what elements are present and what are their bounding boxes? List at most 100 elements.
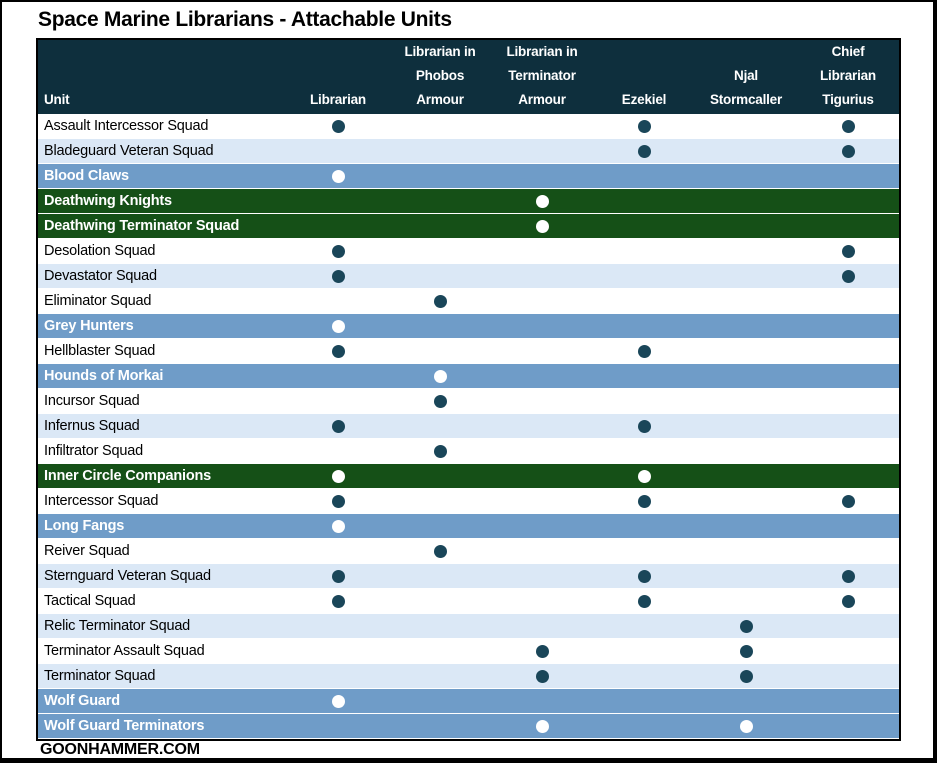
unit-name: Relic Terminator Squad xyxy=(44,618,191,634)
attach-dot xyxy=(535,194,549,208)
attach-cell-phobos xyxy=(389,589,491,613)
attach-cell-librarian xyxy=(287,564,389,588)
attach-cell-librarian xyxy=(287,114,389,138)
table-row: Sternguard Veteran Squad xyxy=(38,564,899,589)
attach-cell-librarian xyxy=(287,239,389,263)
column-header-text: Unit xyxy=(44,92,70,107)
attach-cell-librarian xyxy=(287,514,389,538)
attach-cell-phobos xyxy=(389,714,491,738)
attach-cell-tigurius xyxy=(797,364,899,388)
attach-cell-tigurius xyxy=(797,564,899,588)
attach-dot xyxy=(739,644,753,658)
attach-cell-librarian xyxy=(287,439,389,463)
attach-dot xyxy=(331,244,345,258)
attach-cell-terminator xyxy=(491,214,593,238)
column-header-text: Chief xyxy=(831,44,865,59)
attach-cell-tigurius xyxy=(797,114,899,138)
attach-cell-njal xyxy=(695,164,797,188)
attach-dot xyxy=(535,669,549,683)
attach-cell-njal xyxy=(695,539,797,563)
unit-name: Assault Intercessor Squad xyxy=(44,118,209,134)
attach-cell-njal xyxy=(695,189,797,213)
attach-cell-terminator xyxy=(491,714,593,738)
attach-cell-tigurius xyxy=(797,214,899,238)
attach-cell-librarian xyxy=(287,164,389,188)
attach-cell-njal xyxy=(695,489,797,513)
attach-cell-tigurius xyxy=(797,639,899,663)
attach-cell-ezekiel xyxy=(593,664,695,688)
table-row: Terminator Squad xyxy=(38,664,899,689)
unit-name: Long Fangs xyxy=(44,518,125,534)
attach-cell-phobos xyxy=(389,514,491,538)
table-row: Devastator Squad xyxy=(38,264,899,289)
attach-cell-phobos xyxy=(389,414,491,438)
unit-name: Infernus Squad xyxy=(44,418,140,434)
attach-cell-tigurius xyxy=(797,189,899,213)
attach-dot xyxy=(739,619,753,633)
column-header-tigurius: Chief Librarian Tigurius xyxy=(797,40,899,114)
table-row: Infiltrator Squad xyxy=(38,439,899,464)
attach-cell-phobos xyxy=(389,614,491,638)
attach-cell-njal xyxy=(695,514,797,538)
attach-cell-phobos xyxy=(389,439,491,463)
attach-cell-terminator xyxy=(491,189,593,213)
attach-dot xyxy=(637,569,651,583)
attach-cell-librarian xyxy=(287,639,389,663)
attach-cell-njal xyxy=(695,614,797,638)
table-row: Grey Hunters xyxy=(38,314,899,339)
column-header-text: Librarian xyxy=(820,68,876,83)
table-row: Bladeguard Veteran Squad xyxy=(38,139,899,164)
attach-dot xyxy=(535,719,549,733)
attach-cell-ezekiel xyxy=(593,514,695,538)
attach-cell-tigurius xyxy=(797,164,899,188)
attach-cell-tigurius xyxy=(797,464,899,488)
attach-cell-phobos xyxy=(389,689,491,713)
attach-cell-ezekiel xyxy=(593,164,695,188)
attach-cell-phobos xyxy=(389,239,491,263)
table-row: Terminator Assault Squad xyxy=(38,639,899,664)
attach-cell-terminator xyxy=(491,239,593,263)
attach-cell-phobos xyxy=(389,464,491,488)
attach-cell-ezekiel xyxy=(593,289,695,313)
table-row: Intercessor Squad xyxy=(38,489,899,514)
attach-dot xyxy=(535,219,549,233)
attach-cell-njal xyxy=(695,289,797,313)
attach-dot xyxy=(841,269,855,283)
attach-cell-ezekiel xyxy=(593,464,695,488)
attach-dot xyxy=(331,694,345,708)
attach-cell-terminator xyxy=(491,264,593,288)
attach-cell-tigurius xyxy=(797,539,899,563)
attach-cell-njal xyxy=(695,714,797,738)
attach-dot xyxy=(841,244,855,258)
table-row: Incursor Squad xyxy=(38,389,899,414)
table-row: Long Fangs xyxy=(38,514,899,539)
attach-cell-terminator xyxy=(491,164,593,188)
attach-cell-njal xyxy=(695,664,797,688)
attach-cell-phobos xyxy=(389,264,491,288)
attach-cell-terminator xyxy=(491,414,593,438)
attach-cell-njal xyxy=(695,389,797,413)
attach-cell-librarian xyxy=(287,314,389,338)
attach-cell-tigurius xyxy=(797,664,899,688)
unit-name: Hellblaster Squad xyxy=(44,343,156,359)
attach-cell-phobos xyxy=(389,164,491,188)
table-row: Hounds of Morkai xyxy=(38,364,899,389)
column-header-text: Armour xyxy=(416,92,464,107)
attach-cell-ezekiel xyxy=(593,639,695,663)
attach-cell-njal xyxy=(695,314,797,338)
unit-name: Terminator Assault Squad xyxy=(44,643,205,659)
attach-cell-ezekiel xyxy=(593,389,695,413)
attach-cell-phobos xyxy=(389,189,491,213)
attach-cell-phobos xyxy=(389,139,491,163)
attach-cell-tigurius xyxy=(797,389,899,413)
column-header-text: Stormcaller xyxy=(709,92,783,107)
attach-cell-librarian xyxy=(287,664,389,688)
attach-cell-terminator xyxy=(491,139,593,163)
table-row: Wolf Guard xyxy=(38,689,899,714)
page-title: Space Marine Librarians - Attachable Uni… xyxy=(38,8,452,31)
attach-cell-njal xyxy=(695,414,797,438)
column-header-text: Terminator xyxy=(508,68,576,83)
table-row: Assault Intercessor Squad xyxy=(38,114,899,139)
table-row: Inner Circle Companions xyxy=(38,464,899,489)
